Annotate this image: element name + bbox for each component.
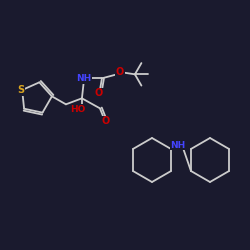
Text: O: O (102, 116, 110, 126)
Text: O: O (95, 88, 103, 98)
Text: S: S (18, 85, 25, 95)
Text: HO: HO (70, 105, 86, 114)
Text: O: O (116, 67, 124, 77)
Text: NH: NH (170, 140, 186, 149)
Text: NH: NH (76, 74, 92, 83)
